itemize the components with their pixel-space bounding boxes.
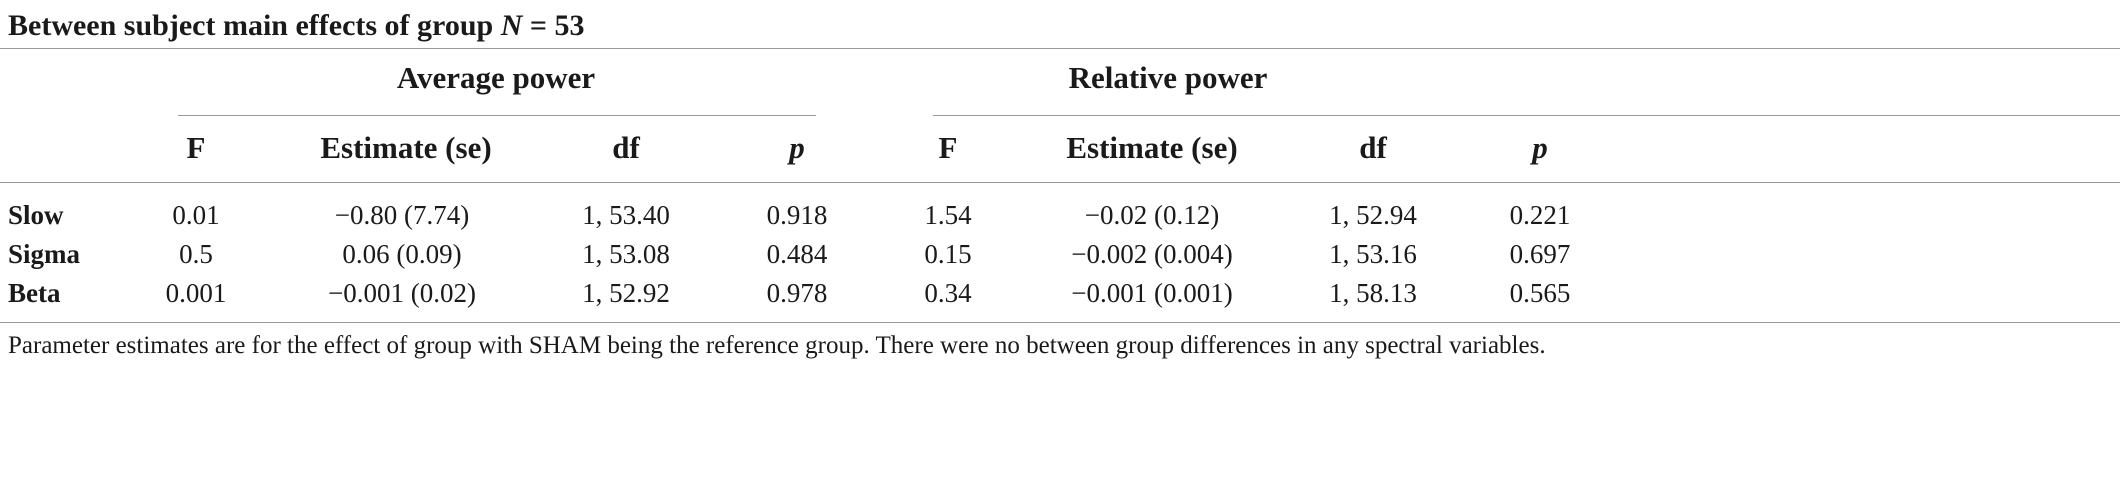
avg-df-cell: 1, 53.08: [582, 239, 670, 269]
rel-f-cell: 0.34: [924, 278, 972, 308]
row-label: Sigma: [8, 239, 81, 269]
group-header-average-power: Average power: [396, 60, 596, 95]
col-header-rel-df: df: [1359, 130, 1387, 165]
rel-df-cell: 1, 53.16: [1329, 239, 1417, 269]
top-rule: [0, 48, 2120, 49]
avg-f-cell: 0.5: [179, 239, 213, 269]
rel-df-cell: 1, 58.13: [1329, 278, 1417, 308]
avg-estimate-cell: −0.001 (0.02): [328, 278, 476, 308]
rel-f-cell: 1.54: [924, 200, 972, 230]
row-label: Beta: [8, 278, 61, 308]
col-header-rel-f: F: [938, 130, 958, 165]
bottom-rule: [0, 322, 2120, 323]
rel-estimate-cell: −0.02 (0.12): [1084, 200, 1220, 230]
rel-f-cell: 0.15: [924, 239, 972, 269]
col-header-avg-estimate: Estimate (se): [320, 130, 492, 165]
title-n-symbol: N: [500, 9, 523, 42]
table-title: Between subject main effects of group N …: [8, 4, 584, 48]
col-header-rel-p: p: [1532, 130, 1548, 165]
col-header-avg-p: p: [789, 130, 805, 165]
avg-f-cell: 0.01: [172, 200, 220, 230]
col-header-avg-f: F: [186, 130, 206, 165]
avg-df-cell: 1, 52.92: [582, 278, 670, 308]
rel-estimate-cell: −0.001 (0.001): [1071, 278, 1233, 308]
col-header-rel-estimate: Estimate (se): [1066, 130, 1238, 165]
avg-p-cell: 0.918: [766, 200, 828, 230]
rel-p-cell: 0.221: [1509, 200, 1571, 230]
title-prefix: Between subject main effects of group: [8, 9, 501, 42]
avg-p-cell: 0.978: [766, 278, 828, 308]
average-power-underline: [178, 115, 816, 116]
rel-df-cell: 1, 52.94: [1329, 200, 1417, 230]
avg-df-cell: 1, 53.40: [582, 200, 670, 230]
header-rule: [0, 182, 2120, 183]
avg-estimate-cell: 0.06 (0.09): [342, 239, 462, 269]
relative-power-underline: [933, 115, 2120, 116]
avg-estimate-cell: −0.80 (7.74): [334, 200, 470, 230]
title-suffix: = 53: [522, 9, 585, 42]
avg-p-cell: 0.484: [766, 239, 828, 269]
group-header-relative-power: Relative power: [1068, 60, 1268, 95]
col-header-avg-df: df: [612, 130, 640, 165]
rel-p-cell: 0.697: [1509, 239, 1571, 269]
rel-p-cell: 0.565: [1509, 278, 1571, 308]
table-footnote: Parameter estimates are for the effect o…: [8, 332, 1546, 359]
rel-estimate-cell: −0.002 (0.004): [1071, 239, 1233, 269]
avg-f-cell: 0.001: [165, 278, 227, 308]
row-label: Slow: [8, 200, 64, 230]
